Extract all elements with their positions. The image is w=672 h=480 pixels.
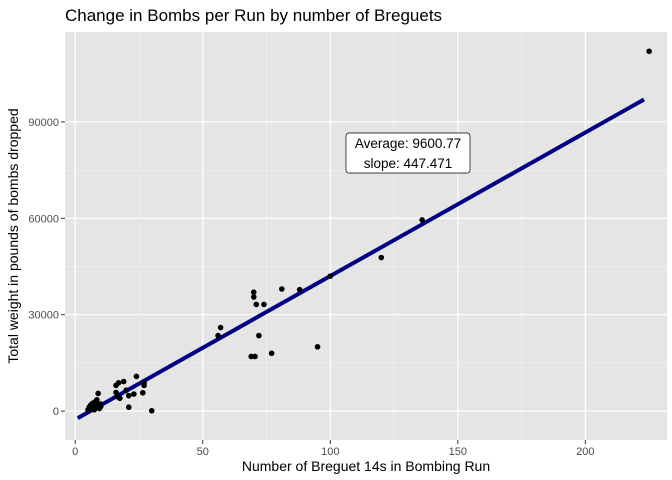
annotation-box: [345, 132, 471, 174]
data-point: [261, 301, 267, 308]
y-axis-title: Total weight in pounds of bombs dropped: [5, 108, 21, 363]
x-tick-label: 50: [197, 446, 209, 458]
data-point: [215, 332, 221, 339]
data-point: [279, 286, 285, 292]
data-point: [268, 350, 275, 357]
y-tick-label: 90000: [28, 117, 59, 129]
major-gridlines: [65, 32, 667, 440]
data-point: [148, 407, 155, 414]
data-point: [117, 395, 123, 402]
x-axis-ticks: 0 50 100 150 200: [72, 440, 595, 458]
y-tick-label: 0: [53, 406, 59, 418]
data-point: [140, 389, 146, 396]
data-point: [252, 353, 258, 360]
data-point: [419, 217, 425, 223]
annotation-line-average: Average: 9600.77: [355, 136, 461, 151]
regression-layer: [76, 97, 646, 420]
data-point: [248, 353, 255, 360]
data-point: [125, 404, 132, 411]
data-point: [378, 254, 385, 261]
x-axis-title: Number of Breguet 14s in Bombing Run: [242, 458, 490, 474]
data-point: [296, 286, 303, 293]
annotation-label: Average: 9600.77 slope: 447.471: [345, 132, 471, 174]
data-point: [217, 324, 224, 331]
data-point: [120, 378, 127, 385]
data-point: [250, 289, 257, 296]
data-point: [133, 373, 140, 380]
data-point: [131, 391, 137, 397]
data-point: [646, 48, 652, 55]
data-point: [125, 392, 132, 399]
data-point: [97, 403, 104, 410]
data-point: [94, 397, 100, 403]
x-tick-label: 100: [321, 446, 339, 458]
data-point: [141, 380, 147, 386]
plot-panel: [65, 32, 667, 440]
data-point: [123, 387, 130, 394]
data-points: [85, 48, 652, 414]
data-point: [327, 273, 334, 279]
data-point: [253, 301, 260, 308]
chart-title: Change in Bombs per Run by number of Bre…: [65, 6, 442, 25]
data-point: [256, 332, 262, 339]
data-point: [314, 344, 321, 350]
y-tick-label: 60000: [28, 213, 59, 225]
x-tick-label: 0: [72, 446, 78, 458]
y-axis-ticks: 0 30000 60000 90000: [28, 117, 65, 418]
x-tick-label: 200: [576, 446, 594, 458]
data-point: [250, 294, 257, 300]
regression-line: [76, 97, 646, 420]
data-point: [95, 390, 101, 397]
data-point: [115, 380, 122, 386]
annotation-line-slope: slope: 447.471: [364, 156, 453, 171]
y-tick-label: 30000: [28, 310, 59, 322]
x-tick-label: 150: [449, 446, 467, 458]
